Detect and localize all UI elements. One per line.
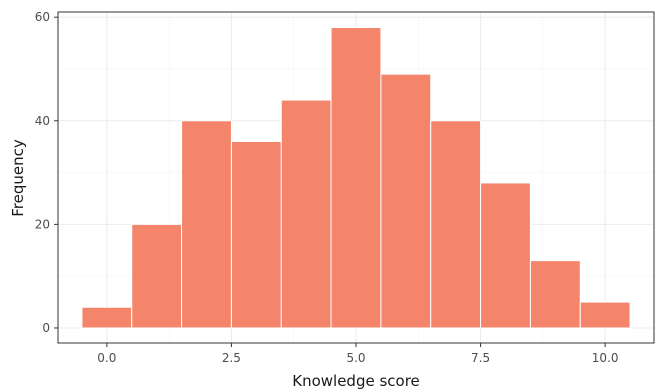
histogram-bar (430, 120, 482, 329)
histogram-bar (330, 27, 382, 329)
histogram-bar (579, 301, 631, 329)
x-tick-label: 5.0 (346, 351, 365, 365)
axis-ticks: 0.0 2.5 5.0 7.5 10.0 0 20 40 60 (35, 10, 619, 365)
histogram-bar (131, 223, 183, 329)
x-axis-title: Knowledge score (292, 372, 420, 390)
histogram-bar (81, 306, 133, 329)
histogram-bar (529, 260, 581, 329)
histogram-bar (280, 99, 332, 329)
y-tick-label: 0 (42, 321, 50, 335)
x-tick-label: 10.0 (592, 351, 619, 365)
histogram-bar (230, 140, 282, 329)
y-tick-label: 20 (35, 217, 50, 231)
histogram-bar (480, 182, 531, 329)
x-tick-label: 0.0 (97, 351, 116, 365)
y-tick-label: 40 (35, 114, 50, 128)
histogram-bar (181, 120, 232, 329)
y-axis-title: Frequency (9, 139, 27, 217)
histogram-bar (380, 73, 432, 329)
y-tick-label: 60 (35, 10, 50, 24)
bars (81, 27, 631, 329)
x-tick-label: 2.5 (222, 351, 241, 365)
x-tick-label: 7.5 (471, 351, 490, 365)
